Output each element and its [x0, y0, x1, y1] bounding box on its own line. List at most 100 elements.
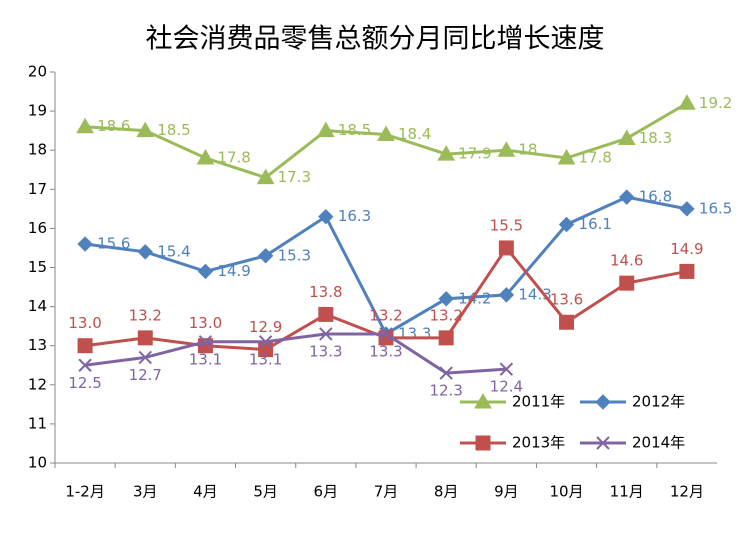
data-label: 15.6 [97, 235, 130, 253]
marker [558, 216, 575, 233]
data-label: 18.3 [639, 129, 672, 147]
data-label: 16.1 [579, 215, 612, 233]
marker [78, 358, 92, 372]
marker [439, 366, 453, 380]
marker [377, 125, 395, 142]
marker [559, 314, 575, 330]
data-label: 16.3 [338, 207, 371, 225]
marker [77, 236, 93, 252]
legend-label: 2013年 [512, 434, 565, 452]
data-label: 13.6 [550, 291, 583, 309]
marker [197, 263, 214, 280]
marker [379, 327, 393, 341]
marker [257, 248, 274, 264]
x-tick-label: 5月 [253, 483, 278, 501]
y-tick-label: 11 [28, 414, 47, 432]
marker [196, 149, 215, 165]
data-label: 15.3 [278, 246, 311, 264]
x-tick-label: 9月 [494, 483, 519, 501]
marker [619, 275, 635, 291]
data-label: 15.5 [490, 216, 523, 234]
data-label: 19.2 [699, 94, 732, 112]
marker [557, 149, 576, 165]
marker [76, 117, 94, 134]
x-tick-label: 10月 [549, 483, 583, 501]
x-tick-label: 4月 [193, 483, 218, 501]
data-label: 13.1 [249, 350, 282, 368]
data-label: 18.4 [398, 125, 431, 143]
y-tick-label: 10 [28, 454, 47, 472]
data-label: 18.6 [97, 117, 130, 135]
marker [136, 121, 155, 138]
marker [679, 201, 695, 217]
marker [316, 121, 335, 138]
data-label: 14.3 [518, 285, 551, 303]
data-label: 14.2 [458, 289, 491, 307]
data-label: 18.5 [157, 121, 190, 139]
data-label: 14.9 [670, 240, 703, 258]
marker [619, 189, 635, 205]
data-label: 12.5 [68, 374, 101, 392]
marker [498, 240, 514, 256]
legend-label: 2012年 [632, 393, 685, 411]
y-tick-label: 19 [28, 102, 47, 120]
x-tick-label: 11月 [610, 483, 644, 501]
y-tick-label: 12 [28, 375, 47, 393]
data-label: 16.8 [639, 188, 672, 206]
y-tick-label: 14 [28, 297, 47, 315]
data-label: 18.5 [338, 121, 371, 139]
marker [617, 129, 636, 145]
y-tick-label: 15 [28, 258, 47, 276]
marker [499, 362, 514, 376]
x-tick-label: 6月 [314, 483, 339, 501]
marker [438, 330, 454, 346]
data-label: 12.9 [249, 318, 282, 336]
marker [137, 330, 153, 346]
marker [437, 145, 456, 161]
marker [678, 94, 696, 110]
data-label: 13.1 [189, 350, 222, 368]
marker [679, 263, 695, 279]
data-label: 12.3 [429, 382, 462, 400]
x-tick-label: 12月 [670, 483, 704, 501]
marker [318, 306, 334, 322]
data-label: 15.4 [157, 242, 190, 260]
data-label: 17.3 [278, 168, 311, 186]
marker [498, 287, 515, 303]
marker [258, 335, 273, 349]
marker [474, 392, 492, 409]
data-label: 16.5 [699, 199, 732, 217]
data-label: 17.9 [458, 145, 491, 163]
marker [596, 436, 610, 450]
data-label: 13.0 [189, 314, 222, 332]
y-tick-label: 13 [28, 336, 47, 354]
marker [595, 394, 611, 410]
series-line [84, 332, 507, 375]
data-label: 17.8 [217, 149, 250, 167]
legend-label: 2014年 [632, 434, 685, 452]
marker [475, 435, 491, 451]
y-tick-label: 20 [28, 63, 47, 81]
data-label: 12.7 [129, 366, 162, 384]
data-label: 13.2 [369, 306, 402, 324]
legend-label: 2011年 [512, 393, 565, 411]
data-label: 13.8 [309, 283, 342, 301]
data-label: 13.3 [309, 342, 342, 360]
marker [138, 350, 152, 365]
data-label: 14.6 [610, 252, 643, 270]
x-tick-label: 3月 [133, 483, 158, 501]
data-label: 13.3 [398, 324, 431, 342]
x-tick-label: 8月 [434, 483, 459, 501]
marker [438, 291, 454, 307]
data-label: 18 [518, 141, 537, 159]
data-label: 17.8 [579, 149, 612, 167]
marker [497, 141, 516, 157]
data-label: 13.2 [429, 306, 462, 324]
marker [318, 208, 334, 225]
x-tick-label: 7月 [374, 483, 399, 501]
marker [77, 338, 93, 354]
y-tick-label: 18 [28, 141, 47, 159]
marker [256, 168, 275, 185]
data-label: 13.0 [68, 314, 101, 332]
